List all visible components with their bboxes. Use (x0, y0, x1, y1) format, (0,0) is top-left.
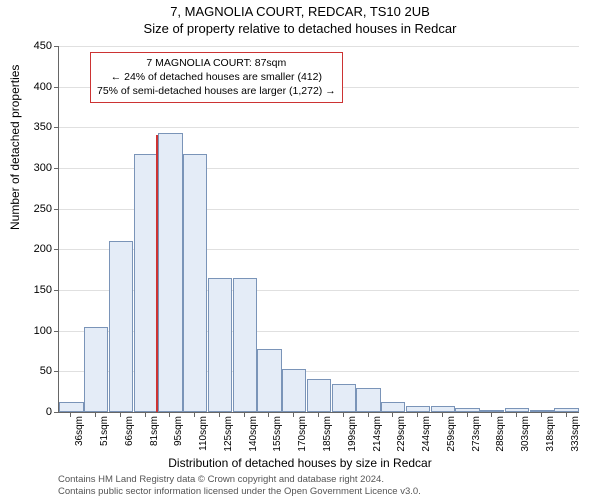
xtick-label: 214sqm (372, 416, 383, 452)
footer-text: Contains HM Land Registry data © Crown c… (58, 474, 421, 498)
xtick-label: 66sqm (124, 416, 135, 446)
ytick-label: 300 (22, 162, 52, 174)
histogram-bar (183, 154, 207, 412)
ytick-label: 400 (22, 81, 52, 93)
ytick-label: 450 (22, 40, 52, 52)
histogram-bar (554, 408, 578, 412)
footer-line1: Contains HM Land Registry data © Crown c… (58, 474, 421, 486)
chart-title: 7, MAGNOLIA COURT, REDCAR, TS10 2UB (0, 0, 600, 19)
xtick-label: 36sqm (74, 416, 85, 446)
xtick-label: 303sqm (520, 416, 531, 452)
xtick-mark (343, 412, 344, 417)
ytick-label: 0 (22, 406, 52, 418)
xtick-label: 95sqm (173, 416, 184, 446)
histogram-bar (257, 349, 281, 412)
xtick-mark (516, 412, 517, 417)
ytick-label: 200 (22, 243, 52, 255)
histogram-bar (84, 327, 108, 412)
histogram-bar (455, 408, 479, 412)
xtick-mark (268, 412, 269, 417)
chart-subtitle: Size of property relative to detached ho… (0, 19, 600, 36)
ytick-mark (54, 46, 59, 47)
histogram-bar (59, 402, 83, 412)
ytick-mark (54, 249, 59, 250)
xtick-label: 288sqm (495, 416, 506, 452)
histogram-bar (431, 406, 455, 413)
ytick-mark (54, 331, 59, 332)
chart-container: 7, MAGNOLIA COURT, REDCAR, TS10 2UB Size… (0, 0, 600, 500)
xtick-mark (566, 412, 567, 417)
xtick-mark (541, 412, 542, 417)
annotation-line1: 7 MAGNOLIA COURT: 87sqm (97, 56, 336, 70)
xtick-mark (244, 412, 245, 417)
xtick-mark (293, 412, 294, 417)
xtick-label: 81sqm (149, 416, 160, 446)
histogram-bar (332, 384, 356, 412)
xtick-mark (318, 412, 319, 417)
xtick-mark (491, 412, 492, 417)
xtick-mark (70, 412, 71, 417)
xtick-mark (392, 412, 393, 417)
gridline (59, 46, 579, 47)
annotation-line3: 75% of semi-detached houses are larger (… (97, 84, 336, 98)
ytick-mark (54, 127, 59, 128)
histogram-bar (134, 154, 158, 412)
ytick-label: 50 (22, 365, 52, 377)
histogram-bar (307, 379, 331, 412)
ytick-label: 250 (22, 203, 52, 215)
ytick-mark (54, 290, 59, 291)
xtick-label: 244sqm (421, 416, 432, 452)
ytick-mark (54, 168, 59, 169)
histogram-bar (208, 278, 232, 412)
xtick-label: 229sqm (396, 416, 407, 452)
xtick-label: 51sqm (99, 416, 110, 446)
xtick-label: 259sqm (446, 416, 457, 452)
xtick-label: 155sqm (272, 416, 283, 452)
y-axis-label: Number of detached properties (8, 65, 22, 230)
histogram-bar (356, 388, 380, 412)
gridline (59, 127, 579, 128)
x-axis-label: Distribution of detached houses by size … (0, 456, 600, 470)
chart-area: 7 MAGNOLIA COURT: 87sqm ← 24% of detache… (58, 46, 578, 412)
xtick-mark (442, 412, 443, 417)
histogram-bar (158, 133, 182, 412)
ytick-label: 100 (22, 325, 52, 337)
xtick-label: 333sqm (570, 416, 581, 452)
histogram-bar (381, 402, 405, 412)
xtick-mark (95, 412, 96, 417)
xtick-mark (219, 412, 220, 417)
xtick-label: 318sqm (545, 416, 556, 452)
xtick-label: 140sqm (248, 416, 259, 452)
xtick-label: 110sqm (198, 416, 209, 451)
property-marker-line (156, 135, 158, 412)
xtick-label: 199sqm (347, 416, 358, 452)
xtick-mark (169, 412, 170, 417)
xtick-label: 170sqm (297, 416, 308, 452)
xtick-mark (194, 412, 195, 417)
xtick-mark (417, 412, 418, 417)
annotation-line2: ← 24% of detached houses are smaller (41… (97, 70, 336, 84)
histogram-bar (233, 278, 257, 412)
histogram-bar (282, 369, 306, 412)
xtick-label: 185sqm (322, 416, 333, 452)
histogram-bar (530, 410, 554, 412)
xtick-mark (120, 412, 121, 417)
histogram-bar (109, 241, 133, 412)
xtick-label: 125sqm (223, 416, 234, 452)
ytick-label: 350 (22, 121, 52, 133)
xtick-mark (368, 412, 369, 417)
xtick-label: 273sqm (471, 416, 482, 452)
ytick-label: 150 (22, 284, 52, 296)
annotation-box: 7 MAGNOLIA COURT: 87sqm ← 24% of detache… (90, 52, 343, 103)
ytick-mark (54, 209, 59, 210)
ytick-mark (54, 412, 59, 413)
ytick-mark (54, 87, 59, 88)
xtick-mark (145, 412, 146, 417)
footer-line2: Contains public sector information licen… (58, 486, 421, 498)
ytick-mark (54, 371, 59, 372)
xtick-mark (467, 412, 468, 417)
